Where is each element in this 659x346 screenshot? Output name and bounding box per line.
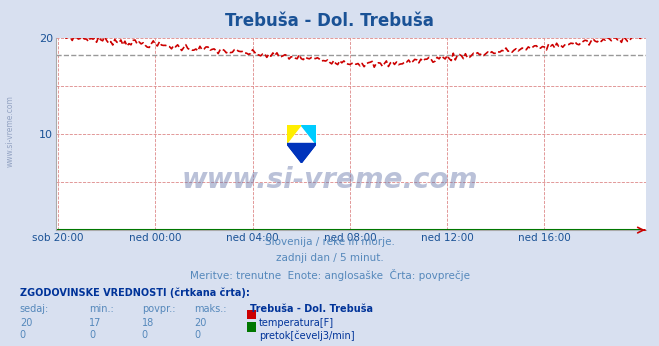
Text: povpr.:: povpr.:: [142, 304, 175, 314]
Text: www.si-vreme.com: www.si-vreme.com: [181, 166, 478, 194]
Text: 20: 20: [194, 318, 207, 328]
Text: 0: 0: [142, 330, 148, 340]
Polygon shape: [287, 125, 302, 144]
Text: temperatura[F]: temperatura[F]: [259, 318, 334, 328]
Text: 0: 0: [89, 330, 95, 340]
Text: www.si-vreme.com: www.si-vreme.com: [5, 95, 14, 167]
Polygon shape: [287, 144, 316, 163]
Text: Trebuša - Dol. Trebuša: Trebuša - Dol. Trebuša: [225, 12, 434, 30]
Text: 0: 0: [194, 330, 200, 340]
Polygon shape: [302, 125, 316, 144]
Text: 20: 20: [20, 318, 32, 328]
Polygon shape: [287, 144, 316, 163]
Text: 17: 17: [89, 318, 101, 328]
Text: 0: 0: [20, 330, 26, 340]
Text: min.:: min.:: [89, 304, 114, 314]
Text: sedaj:: sedaj:: [20, 304, 49, 314]
Text: ZGODOVINSKE VREDNOSTI (črtkana črta):: ZGODOVINSKE VREDNOSTI (črtkana črta):: [20, 288, 250, 298]
Text: zadnji dan / 5 minut.: zadnji dan / 5 minut.: [275, 253, 384, 263]
Text: Meritve: trenutne  Enote: anglosaške  Črta: povprečje: Meritve: trenutne Enote: anglosaške Črta…: [190, 269, 469, 281]
Text: 18: 18: [142, 318, 154, 328]
Text: Slovenija / reke in morje.: Slovenija / reke in morje.: [264, 237, 395, 247]
Text: maks.:: maks.:: [194, 304, 227, 314]
Text: pretok[čevelj3/min]: pretok[čevelj3/min]: [259, 330, 355, 341]
Text: Trebuša - Dol. Trebuša: Trebuša - Dol. Trebuša: [250, 304, 374, 314]
